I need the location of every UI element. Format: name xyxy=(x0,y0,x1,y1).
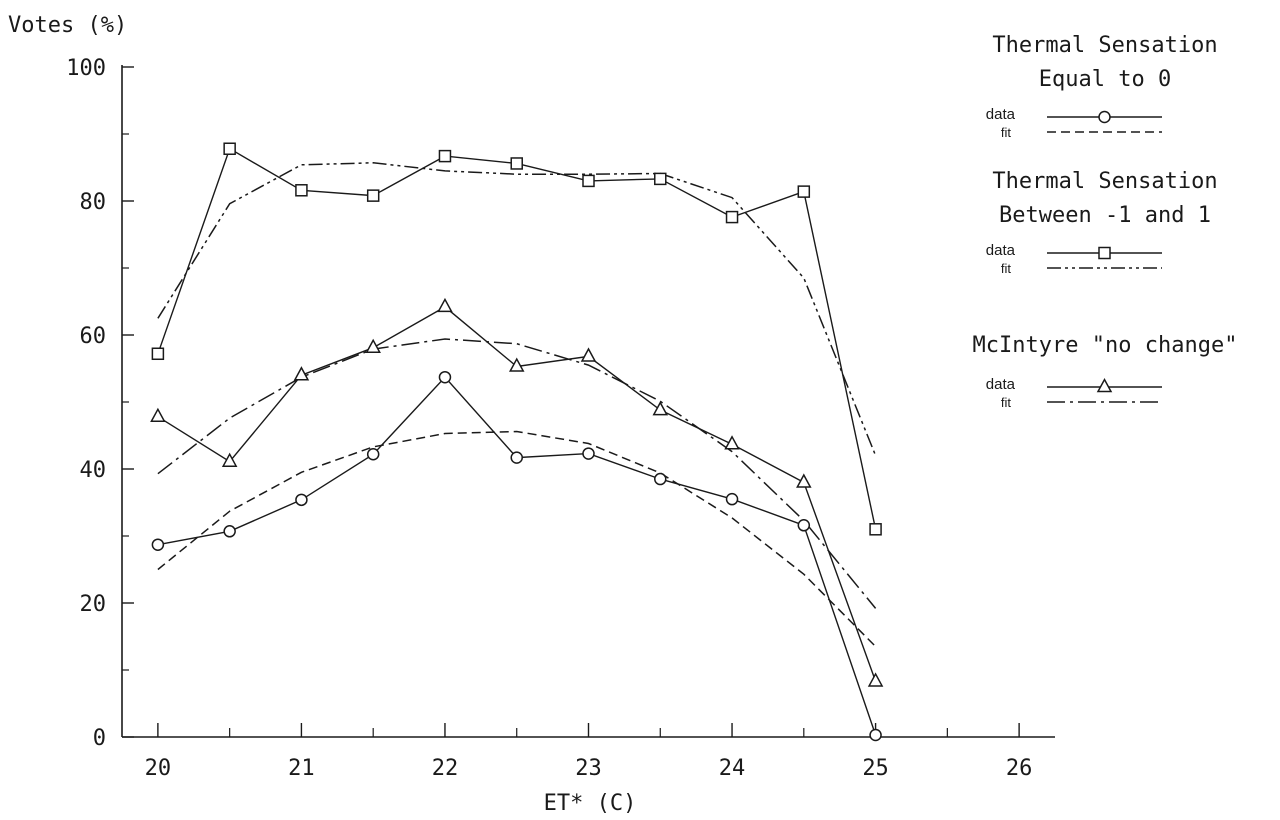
y-tick-label: 100 xyxy=(66,56,106,81)
data-point-square xyxy=(654,172,667,186)
data-point-square xyxy=(797,185,811,198)
x-tick-label: 23 xyxy=(575,756,602,781)
y-tick-label: 60 xyxy=(80,324,107,349)
data-point-triangle xyxy=(293,366,310,381)
y-tick-label: 40 xyxy=(80,458,107,483)
legend-group-circle: Thermal Sensation Equal to 0 data fit xyxy=(986,33,1218,140)
data-point-square xyxy=(366,189,380,202)
data-point-triangle xyxy=(580,347,597,362)
data-point-triangle xyxy=(724,435,740,450)
data-point-triangle xyxy=(150,407,166,423)
legend-title-line: Equal to 0 xyxy=(1039,67,1171,92)
legend-group-square: Thermal Sensation Between -1 and 1 data fit xyxy=(986,169,1218,276)
data-point-circle xyxy=(725,492,739,506)
data-point-circle xyxy=(366,448,380,461)
x-tick-label: 24 xyxy=(719,756,746,781)
data-line-square xyxy=(157,147,877,530)
data-point-square xyxy=(223,142,236,155)
y-tick-label: 20 xyxy=(80,592,107,617)
data-point-triangle xyxy=(221,452,238,467)
data-point-triangle xyxy=(437,297,453,313)
fit-line-circle xyxy=(157,430,877,648)
legend-data-label: data xyxy=(986,376,1016,393)
legend-marker-triangle xyxy=(1096,377,1113,393)
series-circle xyxy=(151,370,882,742)
data-point-circle xyxy=(223,525,236,538)
legend-title-line: Thermal Sensation xyxy=(992,169,1217,194)
data-point-square xyxy=(151,347,165,361)
x-tick-label: 25 xyxy=(862,756,889,781)
data-point-square xyxy=(869,523,882,536)
legend-data-label: data xyxy=(986,242,1016,259)
data-point-circle xyxy=(797,519,811,532)
data-point-triangle xyxy=(508,357,525,372)
legend-marker-square xyxy=(1098,246,1111,260)
legend-fit-label: fit xyxy=(1001,261,1012,276)
axes xyxy=(121,65,1055,738)
legend-data-label: data xyxy=(986,106,1016,123)
data-point-circle xyxy=(654,472,667,486)
data-point-circle xyxy=(151,538,165,551)
legend-title-line: Between -1 and 1 xyxy=(999,203,1211,228)
legend-fit-label: fit xyxy=(1001,395,1012,410)
data-point-square xyxy=(582,174,595,188)
legend-marker-circle xyxy=(1098,110,1111,124)
axis-ticks: 20 21 22 23 24 25 26 0 20 40 60 80 100 xyxy=(66,56,1032,781)
x-tick-label: 21 xyxy=(288,756,315,781)
legend-fit-label: fit xyxy=(1001,125,1012,140)
x-tick-label: 20 xyxy=(145,756,172,781)
data-point-circle xyxy=(295,493,308,507)
legend-title-line: Thermal Sensation xyxy=(992,33,1217,58)
data-point-square xyxy=(725,210,739,224)
plot-area xyxy=(150,142,884,742)
data-point-triangle xyxy=(867,672,884,687)
data-point-triangle xyxy=(365,338,381,354)
x-tick-label: 22 xyxy=(432,756,459,781)
legend-group-triangle: McIntyre "no change" data fit xyxy=(973,333,1238,410)
x-tick-label: 26 xyxy=(1006,756,1033,781)
data-point-triangle xyxy=(652,401,669,416)
fit-line-triangle xyxy=(157,338,877,609)
data-point-square xyxy=(295,184,308,197)
y-axis-label: Votes (%) xyxy=(8,13,127,38)
data-point-square xyxy=(438,149,452,163)
y-tick-label: 0 xyxy=(93,726,106,751)
data-point-circle xyxy=(510,451,523,464)
data-point-circle xyxy=(869,728,882,742)
fit-line-square xyxy=(157,162,877,456)
data-point-triangle xyxy=(796,473,812,488)
series-triangle xyxy=(150,297,884,687)
data-point-square xyxy=(510,157,523,170)
data-point-circle xyxy=(582,447,595,460)
series-square xyxy=(151,142,882,536)
data-point-circle xyxy=(438,370,452,384)
legend-title-line: McIntyre "no change" xyxy=(973,333,1238,358)
x-axis-label: ET* (C) xyxy=(544,791,637,816)
y-tick-label: 80 xyxy=(80,190,107,215)
